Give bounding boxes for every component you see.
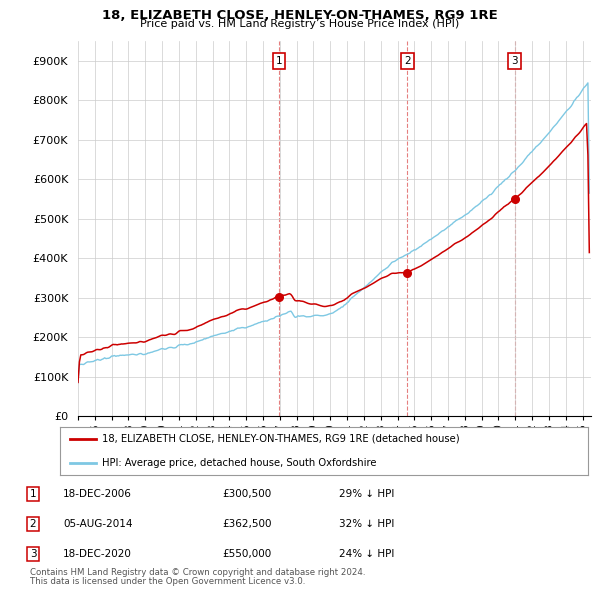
Text: 05-AUG-2014: 05-AUG-2014 (63, 519, 133, 529)
Text: HPI: Average price, detached house, South Oxfordshire: HPI: Average price, detached house, Sout… (102, 458, 377, 468)
Text: 18, ELIZABETH CLOSE, HENLEY-ON-THAMES, RG9 1RE: 18, ELIZABETH CLOSE, HENLEY-ON-THAMES, R… (102, 9, 498, 22)
Text: £362,500: £362,500 (222, 519, 271, 529)
Text: 18, ELIZABETH CLOSE, HENLEY-ON-THAMES, RG9 1RE (detached house): 18, ELIZABETH CLOSE, HENLEY-ON-THAMES, R… (102, 434, 460, 444)
Text: 1: 1 (276, 56, 283, 66)
Text: 29% ↓ HPI: 29% ↓ HPI (339, 489, 394, 499)
Text: 3: 3 (511, 56, 518, 66)
Text: 18-DEC-2006: 18-DEC-2006 (63, 489, 132, 499)
Text: Price paid vs. HM Land Registry’s House Price Index (HPI): Price paid vs. HM Land Registry’s House … (140, 19, 460, 30)
Text: Contains HM Land Registry data © Crown copyright and database right 2024.: Contains HM Land Registry data © Crown c… (30, 568, 365, 577)
Text: 2: 2 (29, 519, 37, 529)
Text: 2: 2 (404, 56, 411, 66)
Text: £550,000: £550,000 (222, 549, 271, 559)
Text: 24% ↓ HPI: 24% ↓ HPI (339, 549, 394, 559)
Text: This data is licensed under the Open Government Licence v3.0.: This data is licensed under the Open Gov… (30, 578, 305, 586)
Text: 32% ↓ HPI: 32% ↓ HPI (339, 519, 394, 529)
Text: 1: 1 (29, 489, 37, 499)
Text: 3: 3 (29, 549, 37, 559)
Text: 18-DEC-2020: 18-DEC-2020 (63, 549, 132, 559)
Text: £300,500: £300,500 (222, 489, 271, 499)
